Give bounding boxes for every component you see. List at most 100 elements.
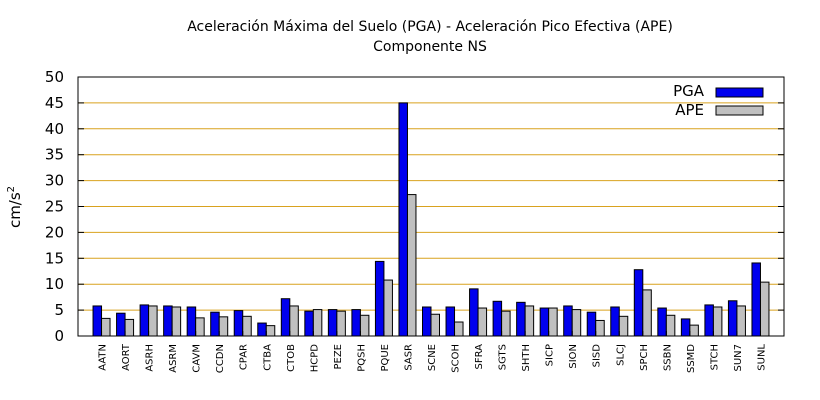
x-tick-label-ctob: CTOB [286,344,297,372]
x-tick-label-pque: PQUE [380,344,391,372]
bar-ape-pque [383,279,393,337]
x-tick-label-sgts: SGTS [498,344,509,370]
y-tick-label: 25 [45,198,64,216]
bar-pga-ctba [257,322,267,337]
x-tick-label-aort: AORT [121,343,132,371]
x-tick-label-sisd: SISD [592,344,603,368]
y-tick-label: 50 [45,68,64,86]
bar-ape-sasr [406,194,417,337]
x-tick-label-cavm: CAVM [192,344,203,373]
bar-ape-scne [430,313,440,337]
bar-ape-ccdn [218,316,229,337]
bar-pga-spch [633,269,644,337]
bar-pga-cavm [186,306,197,337]
bar-ape-peze [336,310,346,337]
x-tick-label-ctba: CTBA [262,344,273,371]
bar-pga-shth [516,301,526,337]
bar-ape-hcpd [312,309,323,337]
bar-ape-sunl [759,281,770,337]
x-tick-label-shth: SHTH [521,344,532,372]
bar-pga-sgts [492,300,503,337]
legend-swatch-pga [715,87,764,98]
x-tick-label-sion: SION [568,344,579,369]
bar-ape-sicp [548,307,558,337]
bars [92,102,770,337]
legend: PGA APE [673,82,764,119]
bar-ape-pqsh [359,314,370,337]
y-tick-label: 20 [45,223,64,241]
x-tick-label-sasr: SASR [403,344,414,371]
bar-ape-ssmd [689,324,699,337]
bar-pga-cpar [233,310,244,337]
x-tick-label-ssmd: SSMD [686,344,697,373]
x-tick-label-aatn: AATN [98,344,109,371]
bar-pga-sun7 [727,300,738,337]
gridlines [78,102,784,311]
plot-frame [77,76,785,337]
bar-ape-sfra [477,307,488,337]
x-tick-label-ssbn: SSBN [662,344,673,371]
legend-label-ape: APE [675,101,704,119]
bar-pga-sicp [539,307,550,337]
y-tick-label: 15 [45,249,64,267]
bar-ape-cpar [242,315,252,337]
bar-pga-stch [704,304,714,337]
x-tick-label-asrm: ASRM [168,344,179,373]
bar-pga-scne [422,306,432,337]
x-tick-label-stch: STCH [709,344,720,370]
bar-ape-ctba [265,325,276,337]
bar-ape-stch [712,306,723,337]
y-tick-label: 30 [45,172,64,190]
bar-pga-ctob [280,298,291,337]
y-tick-label: 0 [54,327,64,345]
y-axis-ticks: 0 5 10 15 20 25 30 35 40 45 50 [45,68,784,345]
bar-pga-asrh [139,304,150,337]
bar-pga-hcpd [304,310,314,337]
bar-pga-sisd [586,311,597,337]
y-tick-label: 45 [45,94,64,112]
bar-pga-ssbn [657,307,667,337]
bar-ape-ssbn [665,314,676,337]
x-axis-ticks: AATN AORT ASRH ASRM CAVM CCDN CPAR CTBA CTOB HCPD… [98,331,767,373]
bar-pga-ssmd [680,318,691,337]
chart-title: Aceleración Máxima del Suelo (PGA) - Ace… [187,19,673,35]
x-tick-label-sunl: SUNL [756,344,767,371]
x-tick-label-sfra: SFRA [474,344,485,370]
x-tick-label-spch: SPCH [639,344,650,371]
bar-ape-aatn [101,317,111,337]
bar-pga-sunl [751,262,761,337]
bar-pga-pque [374,260,385,337]
x-tick-label-cpar: CPAR [239,344,250,370]
y-tick-label: 5 [54,301,64,319]
x-tick-label-slcj: SLCJ [615,344,626,366]
bar-ape-aort [124,318,135,337]
x-tick-label-scoh: SCOH [451,344,462,373]
bar-pga-aatn [92,305,103,337]
bar-pga-pqsh [351,309,361,337]
x-tick-label-scne: SCNE [427,344,438,371]
bar-ape-slcj [618,315,629,337]
bar-ape-scoh [454,321,464,337]
x-tick-label-peze: PEZE [333,344,344,370]
bar-pga-ccdn [210,311,220,337]
bar-ape-sion [571,309,582,337]
bar-ape-spch [642,289,652,337]
bar-ape-ctob [289,305,299,337]
bar-pga-peze [327,309,338,337]
x-tick-label-pqsh: PQSH [356,344,367,372]
bar-ape-sun7 [736,305,746,337]
bar-pga-sasr [398,102,408,337]
legend-swatch-ape [715,105,764,116]
bar-pga-asrm [163,305,173,337]
x-tick-label-asrh: ASRH [145,344,156,372]
chart-subtitle: Componente NS [373,39,487,55]
legend-label-pga: PGA [673,82,705,100]
bar-pga-sfra [469,288,479,337]
bar-ape-sgts [501,310,511,337]
bar-ape-asrm [171,306,182,337]
bar-ape-shth [524,305,535,337]
bar-pga-aort [116,312,126,337]
y-tick-label: 35 [45,146,64,164]
x-tick-label-hcpd: HCPD [309,344,320,373]
